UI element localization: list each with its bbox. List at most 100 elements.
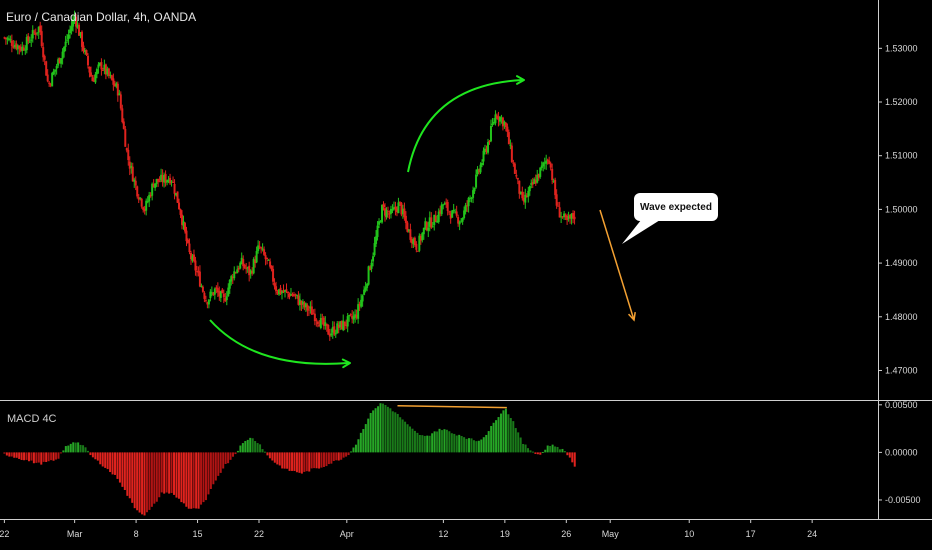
candle-down [216,288,219,293]
candle-down [497,116,500,121]
macd-bar-negative [185,452,188,507]
macd-bar-positive [239,445,242,453]
macd-bar-positive [401,419,404,453]
candle-up [227,287,230,297]
macd-bar-negative [52,452,55,461]
candle-up [342,320,345,331]
candle-down [78,24,81,36]
green-arrowhead-top [515,75,525,85]
macd-bar-positive [391,411,394,453]
candle-down [531,182,534,185]
candle-up [407,229,410,231]
macd-bar-negative [133,452,136,509]
macd-bar-negative [123,452,126,491]
candle-down [15,43,18,49]
macd-bar-negative [160,452,163,493]
macd-bar-negative [268,452,271,459]
candle-up [464,205,467,212]
candle-up [357,304,360,319]
macd-bar-negative [337,452,340,461]
macd-bar-negative [286,452,289,469]
candle-up [339,321,342,328]
candle-up [146,201,149,203]
candle-down [128,161,131,169]
candle-up [109,74,112,76]
candle-down [310,306,313,315]
candle-up [283,290,286,292]
candle-up [155,178,158,184]
candle-up [436,220,439,223]
macd-bar-positive [352,447,355,453]
macd-bar-negative [234,452,237,455]
candle-down [125,148,128,151]
macd-bar-negative [207,452,210,495]
macd-bar-negative [291,452,294,471]
candle-down [203,292,206,299]
candle-down [307,309,310,311]
candle-up [230,276,233,282]
candle-up [219,291,222,298]
candle-down [382,204,385,208]
macd-bar-positive [450,433,453,453]
candle-up [433,214,436,226]
macd-bar-positive [259,444,262,453]
candle-up [103,64,106,70]
candle-down [40,31,43,47]
macd-bar-positive [492,422,495,453]
candle-up [267,259,270,261]
candle-down [315,319,318,321]
price-tick-label: 1.53000 [885,43,918,53]
candle-down [142,207,145,210]
candle-up [213,288,216,295]
candle-down [398,201,401,203]
candle-up [363,289,366,295]
macd-bar-positive [529,450,532,453]
candle-down [504,122,507,127]
macd-bar-negative [18,452,21,459]
candle-up [319,318,322,328]
candle-up [145,200,148,211]
candle-up [94,74,97,83]
candle-up [240,257,243,265]
candle-down [198,271,201,287]
candle-down [161,175,164,183]
candle-down [409,229,412,240]
time-tick-label: 12 [438,529,448,539]
candle-up [372,256,375,262]
candle-down [19,47,22,51]
macd-bar-positive [554,446,557,453]
candle-up [458,222,461,225]
macd-bar-positive [82,445,85,453]
candle-down [22,47,25,51]
candle-up [278,289,281,295]
candle-up [385,210,388,218]
candle-down [300,300,303,306]
macd-bar-negative [202,452,205,503]
macd-bar-negative [293,452,296,471]
candle-down [501,117,504,127]
candle-up [298,299,301,305]
macd-bar-negative [173,452,176,495]
candle-up [494,114,497,124]
candle-down [551,168,554,181]
candle-down [510,145,513,163]
candle-up [73,16,76,20]
macd-bar-positive [246,439,249,453]
macd-bar-negative [163,452,166,494]
candle-up [167,179,170,182]
candle-down [512,162,515,164]
candle-up [233,271,236,279]
candle-down [395,208,398,213]
price-tick-label: 1.47000 [885,365,918,375]
candle-down [231,276,234,279]
macd-bar-positive [74,442,77,453]
macd-bar-negative [330,452,333,464]
candle-up [454,211,457,213]
macd-bar-positive [411,428,414,453]
candle-down [263,249,266,255]
macd-bar-negative [40,452,43,465]
macd-bar-negative [192,452,195,509]
candle-up [376,225,379,237]
candle-down [518,180,521,194]
candle-up [467,197,470,207]
